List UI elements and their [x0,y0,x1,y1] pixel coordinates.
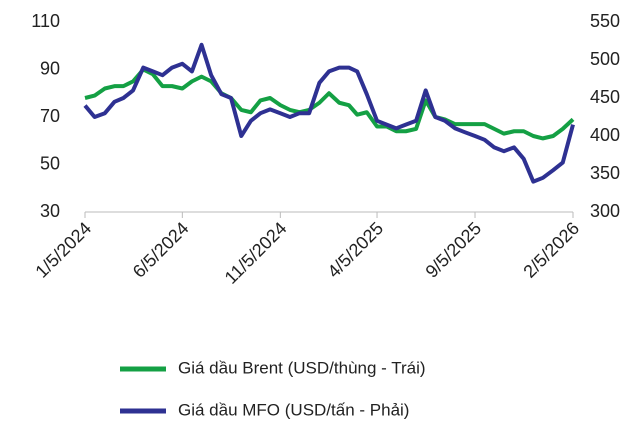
x-tick-label: 9/5/2025 [422,218,486,282]
y-tick-label: 70 [40,106,60,126]
x-tick-label: 4/5/2025 [324,218,388,282]
x-tick-label: 1/5/2024 [31,218,95,282]
series-line [84,67,575,141]
y-tick-label: 30 [40,201,60,221]
legend-label: Giá dầu Brent (USD/thùng - Trái) [178,358,426,377]
y2-tick-label: 500 [590,49,620,69]
y-tick-label: 90 [40,58,60,78]
series-line [83,42,575,184]
x-tick-label: 11/5/2024 [221,218,291,288]
y2-tick-label: 450 [590,87,620,107]
x-tick-label: 6/5/2024 [129,218,193,282]
y2-tick-label: 400 [590,125,620,145]
y2-tick-label: 550 [590,11,620,31]
y-tick-label: 50 [40,153,60,173]
x-tick-label: 2/5/2026 [519,218,583,282]
y2-tick-label: 350 [590,163,620,183]
y2-tick-label: 300 [590,201,620,221]
legend-label: Giá dầu MFO (USD/tấn - Phải) [178,400,409,419]
y-tick-label: 110 [31,11,60,31]
